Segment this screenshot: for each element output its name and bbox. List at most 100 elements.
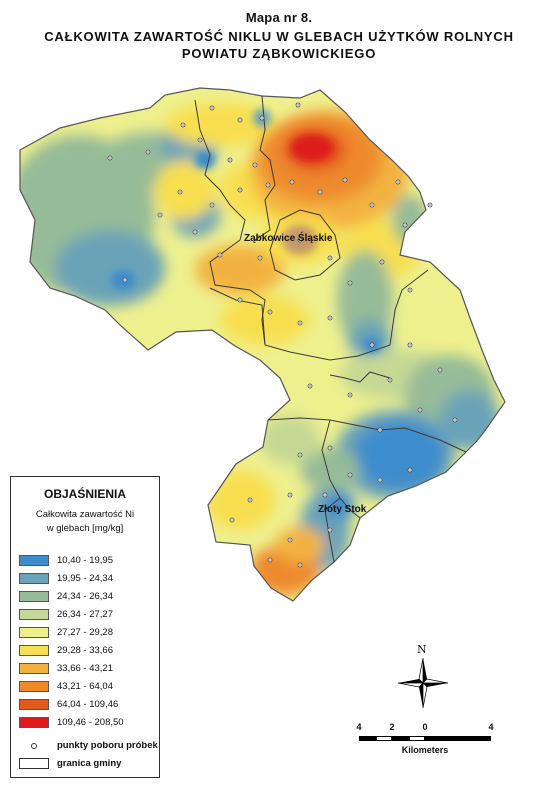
legend-class-label: 24,34 - 26,34 <box>57 590 113 602</box>
sample-point-center <box>147 151 149 153</box>
sample-point-center <box>211 107 213 109</box>
sample-point-center <box>299 322 301 324</box>
sample-point-center <box>349 394 351 396</box>
sample-point-center <box>249 499 251 501</box>
legend-sample-points: punkty poboru próbek <box>19 740 158 751</box>
sample-point-center <box>239 299 241 301</box>
legend-swatch <box>19 680 49 692</box>
legend-swatch <box>19 698 49 710</box>
legend-class-row: 24,34 - 26,34 <box>19 589 113 603</box>
legend-points-label: punkty poboru próbek <box>57 740 158 751</box>
sample-point-center <box>289 494 291 496</box>
sample-point-center <box>329 317 331 319</box>
legend-swatch <box>19 644 49 656</box>
map-title-line: CAŁKOWITA ZAWARTOŚĆ NIKLU W GLEBACH UŻYT… <box>44 29 514 44</box>
scale-tick-label: 4 <box>488 722 494 732</box>
place-label-zabkowice: Ząbkowice Śląskie <box>244 233 333 244</box>
scale-segment <box>409 736 425 741</box>
sample-point-center <box>229 159 231 161</box>
sample-point-center <box>371 204 373 206</box>
scale-tick-label: 2 <box>389 722 395 732</box>
legend-class-label: 109,46 - 208,50 <box>57 716 124 728</box>
sample-point-center <box>297 104 299 106</box>
sample-point-center <box>299 564 301 566</box>
sample-point-icon <box>19 740 49 751</box>
scale-unit-label: Kilometers <box>401 745 449 755</box>
sample-point-center <box>239 119 241 121</box>
sample-point-center <box>261 117 263 119</box>
sample-point-center <box>379 429 381 431</box>
legend-swatch <box>19 716 49 728</box>
north-letter: N <box>417 643 427 656</box>
scale-segment <box>392 736 409 741</box>
sample-point-center <box>419 409 421 411</box>
sample-point-center <box>379 479 381 481</box>
boundary-swatch <box>19 758 49 769</box>
sample-point-center <box>329 529 331 531</box>
legend-swatch <box>19 608 49 620</box>
legend-swatch <box>19 572 49 584</box>
legend-class-label: 26,34 - 27,27 <box>57 608 113 620</box>
sample-point-center <box>159 214 161 216</box>
sample-point-center <box>289 539 291 541</box>
sample-point-center <box>439 369 441 371</box>
legend-class-row: 43,21 - 64,04 <box>19 679 113 693</box>
sample-point-center <box>179 191 181 193</box>
legend-class-label: 43,21 - 64,04 <box>57 680 113 692</box>
sample-points <box>107 102 458 568</box>
sample-point-center <box>329 257 331 259</box>
scale-segment <box>359 736 376 741</box>
commune-boundaries <box>194 95 467 563</box>
scale-tick-label: 4 <box>356 722 362 732</box>
sample-point-center <box>291 181 293 183</box>
legend-subtitle: w glebach [mg/kg] <box>46 523 124 534</box>
scale-tick-label: 0 <box>422 722 428 732</box>
sample-point-center <box>409 289 411 291</box>
sample-point-center <box>329 447 331 449</box>
sample-point-center <box>231 519 233 521</box>
sample-point-center <box>211 204 213 206</box>
scale-segment <box>425 736 491 741</box>
legend-commune-boundary: granica gminy <box>19 758 121 769</box>
scale-bar: 4 2 0 4 Kilometers <box>355 722 495 762</box>
north-arrow-icon <box>398 658 448 708</box>
legend-class-label: 33,66 - 43,21 <box>57 662 113 674</box>
map-title: Mapa nr 8. CAŁKOWITA ZAWARTOŚĆ NIKLU W G… <box>0 10 558 62</box>
legend: OBJAŚNIENIA Całkowita zawartość Ni w gle… <box>10 476 160 778</box>
sample-point-center <box>324 494 326 496</box>
sample-point-center <box>182 124 184 126</box>
sample-point-center <box>124 279 126 281</box>
sample-point-center <box>269 559 271 561</box>
legend-swatch <box>19 554 49 566</box>
legend-class-row: 33,66 - 43,21 <box>19 661 113 675</box>
sample-point-center <box>254 164 256 166</box>
sample-point-center <box>409 469 411 471</box>
sample-point-center <box>404 224 406 226</box>
legend-class-row: 19,95 - 24,34 <box>19 571 113 585</box>
legend-boundary-label: granica gminy <box>57 758 122 769</box>
sample-point-center <box>349 474 351 476</box>
legend-class-row: 64,04 - 109,46 <box>19 697 118 711</box>
sample-point-center <box>371 344 373 346</box>
place-label-zloty-stok: Złoty Stok <box>318 504 367 515</box>
legend-class-label: 64,04 - 109,46 <box>57 698 119 710</box>
legend-class-row: 10,40 - 19,95 <box>19 553 113 567</box>
sample-point-center <box>267 184 269 186</box>
sample-point-center <box>344 179 346 181</box>
sample-point-center <box>299 239 301 241</box>
sample-point-center <box>259 257 261 259</box>
sample-point-center <box>319 191 321 193</box>
sample-point-center <box>397 181 399 183</box>
legend-swatch <box>19 590 49 602</box>
legend-class-row: 26,34 - 27,27 <box>19 607 113 621</box>
legend-class-row: 29,28 - 33,66 <box>19 643 113 657</box>
sample-point-center <box>409 344 411 346</box>
sample-point-center <box>239 189 241 191</box>
map-number: Mapa nr 8. <box>245 10 313 25</box>
legend-class-row: 109,46 - 208,50 <box>19 715 124 729</box>
legend-class-label: 27,27 - 29,28 <box>57 626 113 638</box>
legend-swatch <box>19 626 49 638</box>
legend-heading: OBJAŚNIENIA <box>43 487 126 501</box>
legend-subtitle: Całkowita zawartość Ni <box>35 509 135 520</box>
